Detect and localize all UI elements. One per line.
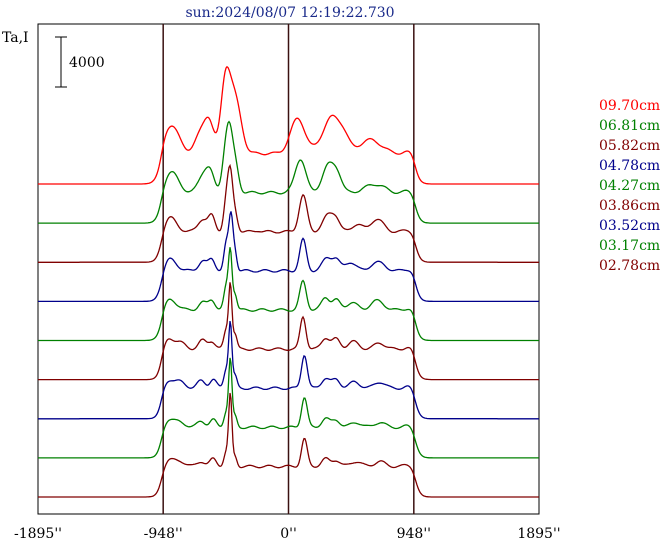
series-line-03.52cm	[38, 320, 539, 420]
legend-entry-4: 04.27cm	[599, 178, 660, 194]
x-tick-label-3: 948''	[397, 526, 431, 542]
scale-bar-label: 4000	[69, 55, 105, 71]
y-axis-label: Ta,I	[2, 30, 29, 46]
legend-entry-6: 03.52cm	[599, 218, 660, 234]
x-tick-label-2: 0''	[280, 526, 297, 542]
series-line-09.70cm	[38, 65, 539, 185]
series-line-02.78cm	[38, 392, 539, 498]
series-lines	[38, 65, 539, 498]
legend-entry-7: 03.17cm	[599, 238, 660, 254]
x-tick-label-0: -1895''	[14, 526, 62, 542]
legend-entry-2: 05.82cm	[599, 138, 660, 154]
chart-title: sun:2024/08/07 12:19:22.730	[185, 5, 394, 21]
x-tick-labels: -1895'' -948'' 0'' 948'' 1895''	[14, 526, 561, 542]
legend-entry-3: 04.78cm	[599, 158, 660, 174]
intensity-scale-bar: 4000	[55, 36, 105, 88]
legend-entry-1: 06.81cm	[599, 118, 660, 134]
legend-entry-8: 02.78cm	[599, 258, 660, 274]
legend-entry-5: 03.86cm	[599, 198, 660, 214]
series-line-04.78cm	[38, 211, 539, 303]
series-line-03.86cm	[38, 282, 539, 381]
series-line-04.27cm	[38, 247, 539, 342]
series-line-06.81cm	[38, 120, 539, 224]
x-tick-label-4: 1895''	[517, 526, 560, 542]
series-line-03.17cm	[38, 357, 539, 459]
x-tick-label-1: -948''	[144, 526, 183, 542]
series-line-05.82cm	[38, 163, 539, 263]
vertical-reference-lines	[162, 24, 415, 514]
legend-entry-0: 09.70cm	[599, 98, 660, 114]
legend: 09.70cm 06.81cm 05.82cm 04.78cm 04.27cm 03.86…	[599, 98, 660, 274]
